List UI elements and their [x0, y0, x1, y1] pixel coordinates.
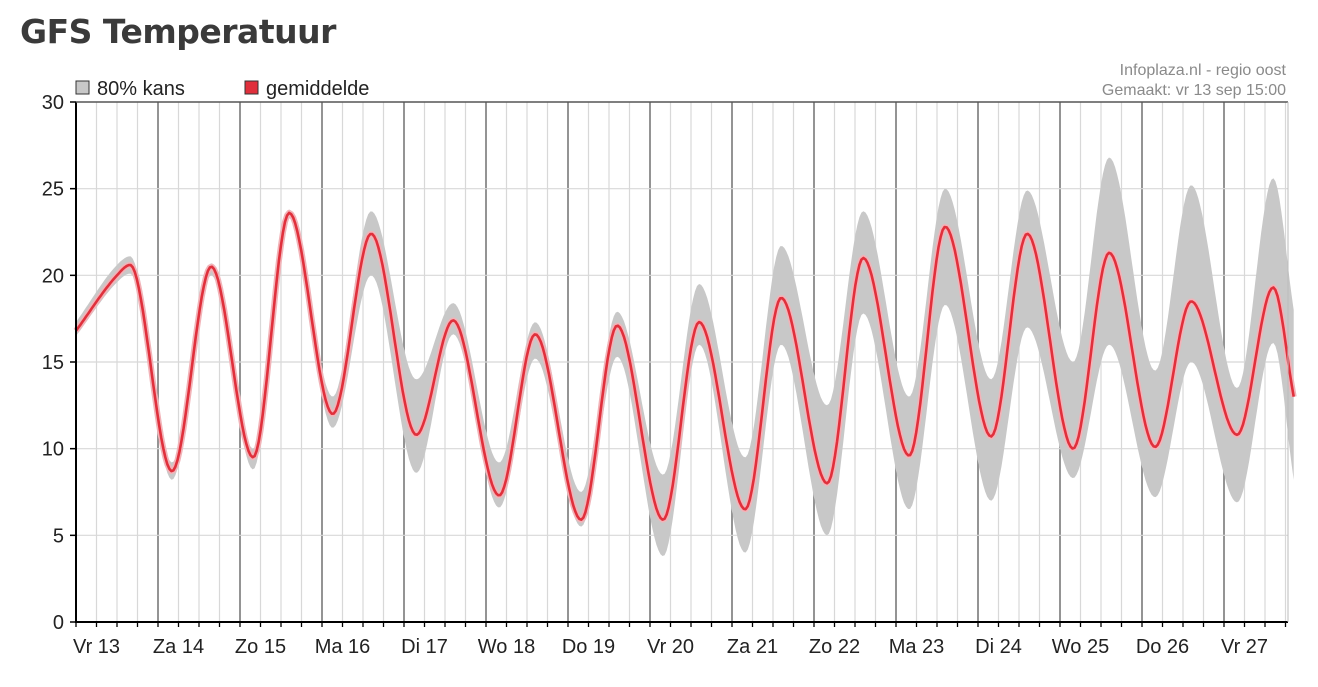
x-tick-label: Wo 18 [478, 636, 535, 658]
series-band-80pct [76, 157, 1294, 556]
legend: 80% kans gemiddelde [75, 78, 369, 100]
created-label: Gemaakt: vr 13 sep 15:00 [1102, 82, 1286, 99]
y-tick-label: 0 [53, 612, 64, 634]
x-tick-label: Zo 15 [235, 636, 286, 658]
x-tick-label: Za 21 [727, 636, 778, 658]
legend-swatch-mean [244, 80, 259, 95]
x-tick-label: Vr 20 [647, 636, 694, 658]
grid-lines [76, 102, 1288, 622]
y-tick-label: 20 [42, 265, 64, 287]
y-tick-label: 25 [42, 179, 64, 201]
x-tick-label: Do 26 [1136, 636, 1189, 658]
x-tick-label: Wo 25 [1052, 636, 1109, 658]
y-tick-labels: 0 5 10 15 20 25 30 [42, 92, 64, 634]
x-tick-label: Ma 23 [889, 636, 945, 658]
y-tick-label: 30 [42, 92, 64, 114]
y-tick-label: 15 [42, 352, 64, 374]
mean-line-layer [73, 209, 1297, 523]
x-tick-label: Vr 13 [73, 636, 120, 658]
source-label: Infoplaza.nl - regio oost [1120, 62, 1287, 79]
y-tick-label: 10 [42, 439, 64, 461]
x-tick-label: Di 24 [975, 636, 1022, 658]
page-title: GFS Temperatuur [20, 12, 336, 51]
x-tick-label: Ma 16 [315, 636, 371, 658]
confidence-band-layer [76, 157, 1294, 556]
x-tick-label: Za 14 [153, 636, 204, 658]
x-tick-label: Di 17 [401, 636, 448, 658]
legend-label-band: 80% kans [97, 78, 185, 100]
x-tick-label: Zo 22 [809, 636, 860, 658]
legend-label-mean: gemiddelde [266, 78, 369, 100]
x-tick-label: Do 19 [562, 636, 615, 658]
x-tick-labels: Vr 13 Za 14 Zo 15 Ma 16 Di 17 Wo 18 Do 19 Vr 20… [73, 636, 1268, 658]
legend-swatch-band [75, 80, 90, 95]
series-line-gemiddelde [74, 211, 1295, 521]
y-tick-label: 5 [53, 525, 64, 547]
axes [70, 101, 1289, 627]
x-tick-label: Vr 27 [1221, 636, 1268, 658]
